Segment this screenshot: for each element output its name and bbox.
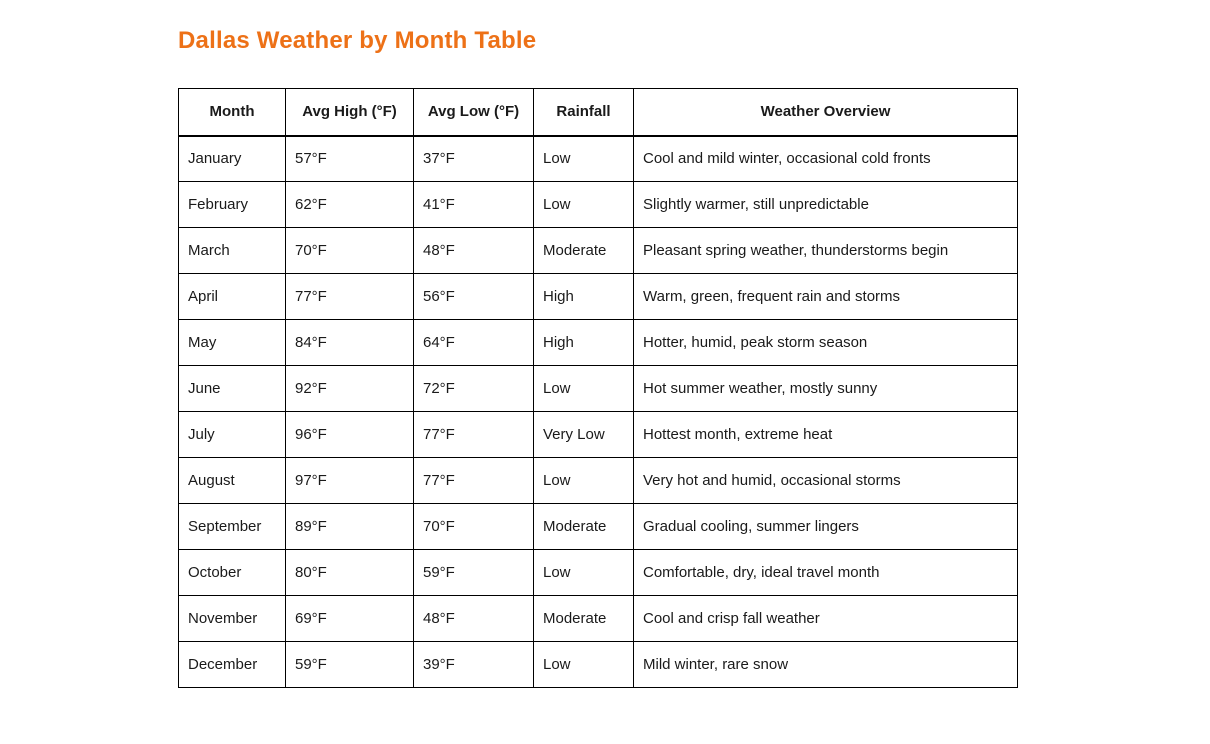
cell-rainfall: Moderate (533, 503, 634, 550)
cell-month: January (178, 135, 286, 182)
cell-high: 77°F (285, 273, 414, 320)
cell-rainfall: Low (533, 365, 634, 412)
table-header: Month Avg High (°F) Avg Low (°F) Rainfal… (178, 88, 1018, 137)
cell-rainfall: Low (533, 181, 634, 228)
cell-overview: Warm, green, frequent rain and storms (633, 273, 1018, 320)
cell-low: 48°F (413, 227, 534, 274)
cell-high: 57°F (285, 135, 414, 182)
cell-low: 72°F (413, 365, 534, 412)
cell-high: 84°F (285, 319, 414, 366)
cell-low: 56°F (413, 273, 534, 320)
cell-overview: Hot summer weather, mostly sunny (633, 365, 1018, 412)
cell-month: April (178, 273, 286, 320)
cell-overview: Pleasant spring weather, thunderstorms b… (633, 227, 1018, 274)
cell-overview: Hottest month, extreme heat (633, 411, 1018, 458)
cell-high: 89°F (285, 503, 414, 550)
cell-overview: Cool and mild winter, occasional cold fr… (633, 135, 1018, 182)
column-header-avg-low: Avg Low (°F) (413, 88, 534, 137)
cell-low: 37°F (413, 135, 534, 182)
table-row: June 92°F 72°F Low Hot summer weather, mostl… (178, 365, 1018, 412)
cell-overview: Cool and crisp fall weather (633, 595, 1018, 642)
cell-month: February (178, 181, 286, 228)
cell-rainfall: High (533, 319, 634, 366)
cell-rainfall: High (533, 273, 634, 320)
table-row: January 57°F 37°F Low Cool and mild winter, … (178, 135, 1018, 182)
cell-rainfall: Very Low (533, 411, 634, 458)
cell-overview: Mild winter, rare snow (633, 641, 1018, 688)
cell-month: October (178, 549, 286, 596)
table-row: November 69°F 48°F Moderate Cool and crisp f… (178, 595, 1018, 642)
table-row: September 89°F 70°F Moderate Gradual cooling… (178, 503, 1018, 550)
column-header-month: Month (178, 88, 286, 137)
cell-low: 77°F (413, 411, 534, 458)
cell-high: 62°F (285, 181, 414, 228)
weather-table: Month Avg High (°F) Avg Low (°F) Rainfal… (178, 88, 1018, 688)
cell-rainfall: Moderate (533, 227, 634, 274)
cell-month: August (178, 457, 286, 504)
table-header-row: Month Avg High (°F) Avg Low (°F) Rainfal… (178, 88, 1018, 137)
cell-low: 77°F (413, 457, 534, 504)
cell-low: 39°F (413, 641, 534, 688)
cell-overview: Comfortable, dry, ideal travel month (633, 549, 1018, 596)
cell-overview: Gradual cooling, summer lingers (633, 503, 1018, 550)
table-row: July 96°F 77°F Very Low Hottest month, extre… (178, 411, 1018, 458)
cell-rainfall: Low (533, 457, 634, 504)
table-row: February 62°F 41°F Low Slightly warmer, stil… (178, 181, 1018, 228)
cell-month: December (178, 641, 286, 688)
cell-low: 41°F (413, 181, 534, 228)
table-row: October 80°F 59°F Low Comfortable, dry, idea… (178, 549, 1018, 596)
cell-low: 48°F (413, 595, 534, 642)
cell-month: July (178, 411, 286, 458)
column-header-avg-high: Avg High (°F) (285, 88, 414, 137)
table-row: April 77°F 56°F High Warm, green, frequent r… (178, 273, 1018, 320)
table-row: March 70°F 48°F Moderate Pleasant spring wea… (178, 227, 1018, 274)
table-body: January 57°F 37°F Low Cool and mild winter, … (178, 135, 1018, 688)
cell-high: 69°F (285, 595, 414, 642)
cell-month: March (178, 227, 286, 274)
cell-overview: Hotter, humid, peak storm season (633, 319, 1018, 366)
cell-month: May (178, 319, 286, 366)
cell-high: 80°F (285, 549, 414, 596)
cell-high: 97°F (285, 457, 414, 504)
cell-high: 96°F (285, 411, 414, 458)
cell-overview: Slightly warmer, still unpredictable (633, 181, 1018, 228)
cell-high: 70°F (285, 227, 414, 274)
table-row: May 84°F 64°F High Hotter, humid, peak storm… (178, 319, 1018, 366)
cell-rainfall: Low (533, 135, 634, 182)
column-header-rainfall: Rainfall (533, 88, 634, 137)
table-row: December 59°F 39°F Low Mild winter, rare sno… (178, 641, 1018, 688)
column-header-weather-overview: Weather Overview (633, 88, 1018, 137)
cell-low: 70°F (413, 503, 534, 550)
cell-month: September (178, 503, 286, 550)
cell-month: June (178, 365, 286, 412)
cell-rainfall: Low (533, 641, 634, 688)
table-row: August 97°F 77°F Low Very hot and humid, occ… (178, 457, 1018, 504)
page-title: Dallas Weather by Month Table (178, 27, 537, 54)
cell-rainfall: Moderate (533, 595, 634, 642)
cell-month: November (178, 595, 286, 642)
cell-high: 59°F (285, 641, 414, 688)
cell-low: 64°F (413, 319, 534, 366)
cell-high: 92°F (285, 365, 414, 412)
cell-rainfall: Low (533, 549, 634, 596)
cell-low: 59°F (413, 549, 534, 596)
cell-overview: Very hot and humid, occasional storms (633, 457, 1018, 504)
